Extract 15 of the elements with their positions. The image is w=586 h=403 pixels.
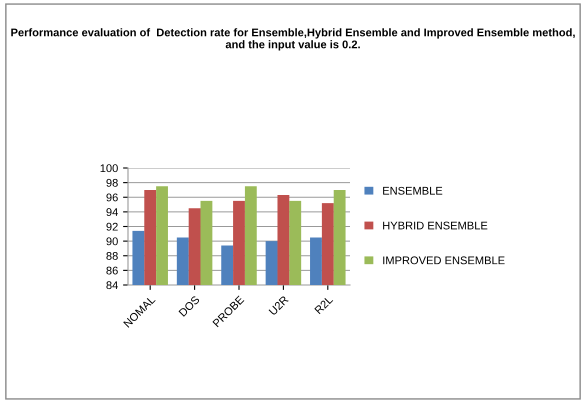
legend-label: HYBRID ENSEMBLE [383,222,488,230]
legend-label: ENSEMBLE [383,186,442,195]
chart-title: Performance evaluation of Detection rate for Ensemble,Hybrid Ensemble and Improved Ensemble method, and the input value is 0.2. [11,28,575,51]
x-tick-label: U2R [268,295,289,316]
y-tick-label: 86 [106,266,118,275]
y-tick-label: 92 [106,222,118,231]
y-tick-label: 100 [100,164,118,172]
y-tick-label: 88 [106,252,118,260]
y-tick-label: 96 [106,194,118,202]
y-tick-label: 84 [106,281,118,290]
y-tick-label: 98 [106,178,118,187]
y-tick-label: 90 [106,237,118,246]
x-tick-label: R2L [314,295,334,314]
legend-label: IMPROVED ENSEMBLE [383,256,505,264]
y-tick-label: 94 [106,208,118,216]
